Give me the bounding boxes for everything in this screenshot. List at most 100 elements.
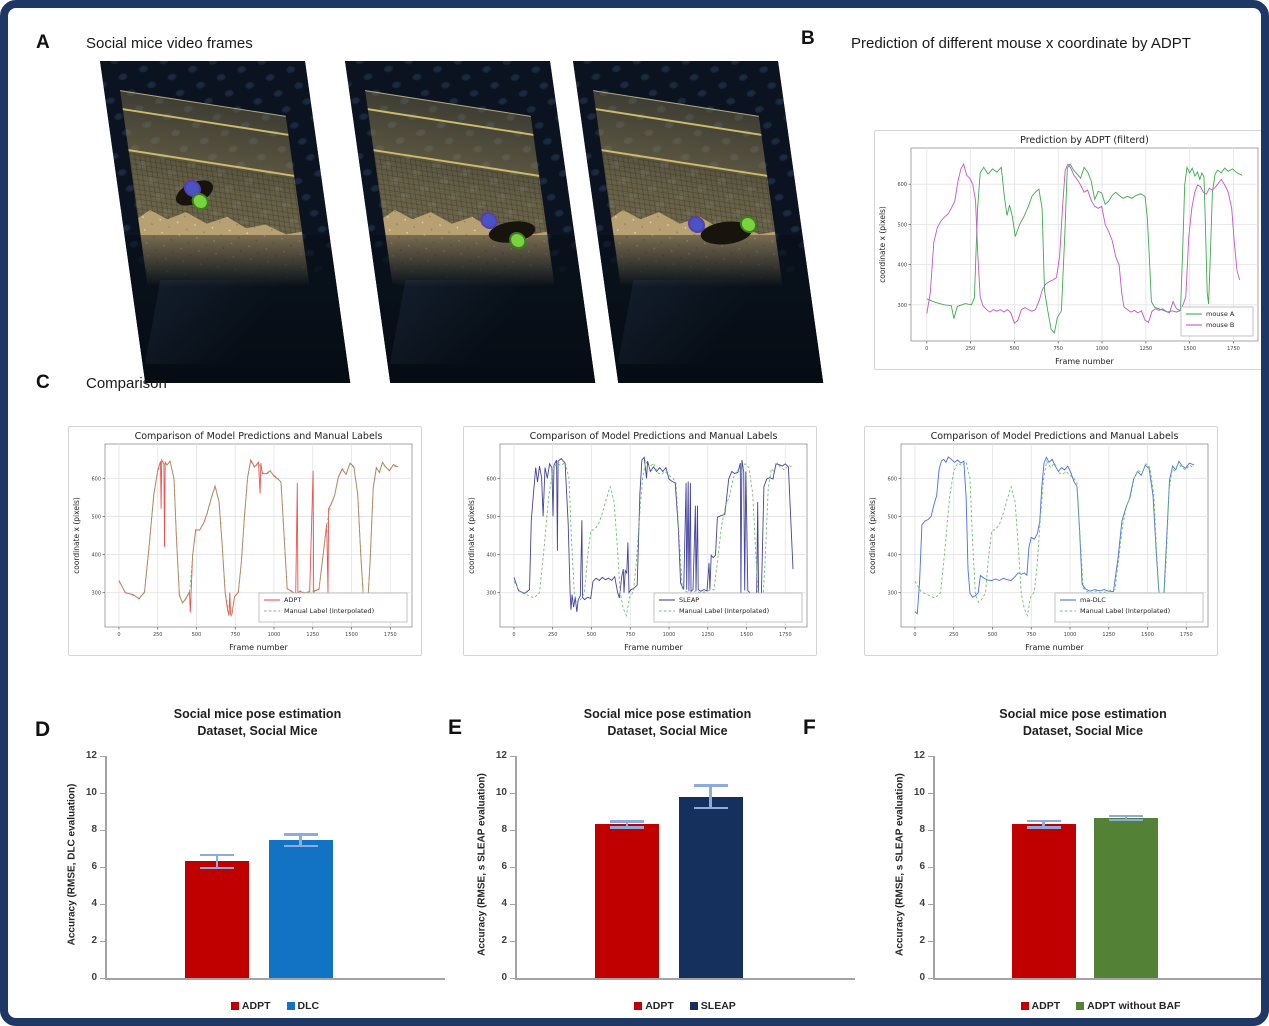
svg-text:250: 250 <box>966 346 976 352</box>
video-frame-3 <box>573 61 824 383</box>
error-bar-cap <box>693 806 728 810</box>
svg-text:600: 600 <box>897 182 907 188</box>
svg-text:0: 0 <box>925 346 928 352</box>
panel-a-label: A <box>36 32 50 53</box>
y-tick-label: 10 <box>913 787 925 798</box>
error-bar <box>709 785 712 809</box>
error-bar <box>216 854 219 868</box>
svg-text:SLEAP: SLEAP <box>679 596 699 604</box>
bar-chart-title: Social mice pose estimation Dataset, Soc… <box>173 707 342 738</box>
svg-text:Frame number: Frame number <box>624 643 683 652</box>
svg-text:1250: 1250 <box>306 632 319 638</box>
bar-sleap <box>678 796 743 978</box>
y-tick-label: 0 <box>501 972 507 983</box>
error-bar-cap <box>200 853 235 857</box>
svg-text:0: 0 <box>117 632 120 638</box>
svg-text:500: 500 <box>587 632 597 638</box>
legend-swatch-icon <box>230 1002 239 1010</box>
y-tick-label: 6 <box>501 861 507 872</box>
error-bar <box>1042 821 1045 828</box>
y-tick-label: 8 <box>919 824 925 835</box>
svg-text:coordinate x (pixels): coordinate x (pixels) <box>868 497 877 574</box>
svg-text:750: 750 <box>1053 346 1063 352</box>
svg-text:750: 750 <box>1026 632 1036 638</box>
svg-text:600: 600 <box>887 476 897 482</box>
svg-text:Manual Label (Interpolated): Manual Label (Interpolated) <box>679 607 769 615</box>
legend-entry: ADPT <box>634 1000 674 1012</box>
svg-text:400: 400 <box>887 553 897 559</box>
svg-text:500: 500 <box>1010 346 1020 352</box>
line-chart-adpt-vs-manual: 0 250 500 750 1000 1250 1500 1750 300 400 500 600 Co… <box>68 426 422 656</box>
panel-c-label: C <box>36 372 50 393</box>
error-bar-cap <box>610 825 645 829</box>
legend-swatch-icon <box>689 1002 698 1010</box>
svg-text:mouse B: mouse B <box>1206 321 1234 329</box>
legend-entry: DLC <box>286 1000 319 1012</box>
error-bar-cap <box>1108 818 1143 822</box>
legend-entry: SLEAP <box>689 1000 736 1012</box>
svg-text:250: 250 <box>548 632 558 638</box>
bar-adpt <box>185 861 250 978</box>
svg-text:1250: 1250 <box>1139 346 1152 352</box>
svg-text:1750: 1750 <box>1180 632 1193 638</box>
svg-text:500: 500 <box>897 222 907 228</box>
svg-text:600: 600 <box>91 476 101 482</box>
y-tick-label: 8 <box>501 824 507 835</box>
panel-e-label: E <box>448 716 463 739</box>
svg-text:ADPT: ADPT <box>284 596 301 604</box>
svg-text:1250: 1250 <box>701 632 714 638</box>
y-tick-label: 2 <box>919 935 925 946</box>
svg-text:Frame number: Frame number <box>1025 643 1084 652</box>
svg-text:1000: 1000 <box>1064 632 1077 638</box>
error-bar-cap <box>610 820 645 823</box>
svg-text:1750: 1750 <box>779 632 792 638</box>
svg-text:Prediction by ADPT (filterd): Prediction by ADPT (filterd) <box>1020 135 1149 146</box>
svg-text:1500: 1500 <box>1183 346 1196 352</box>
svg-text:0: 0 <box>913 632 916 638</box>
error-bar-cap <box>283 844 318 848</box>
svg-text:1000: 1000 <box>268 632 281 638</box>
svg-text:1750: 1750 <box>1227 346 1240 352</box>
legend-entry: ADPT <box>230 1000 271 1012</box>
svg-text:Comparison of Model Prediction: Comparison of Model Predictions and Manu… <box>135 431 383 442</box>
bar-chart-legend: ADPT ADPT without BAF <box>933 1000 1261 1012</box>
svg-text:300: 300 <box>897 303 907 309</box>
y-tick-label: 8 <box>91 824 97 835</box>
svg-text:ma-DLC: ma-DLC <box>1080 596 1106 604</box>
legend-entry: ADPT <box>1020 1000 1060 1012</box>
bar-chart-adpt-vs-adpt-without-baf: Social mice pose estimation Dataset, Soc… <box>888 704 1261 1018</box>
panel-d-label: D <box>35 718 51 741</box>
video-frame-2 <box>345 61 596 383</box>
svg-text:Manual Label (Interpolated): Manual Label (Interpolated) <box>284 607 374 615</box>
y-tick-label: 10 <box>85 787 97 798</box>
y-tick-label: 2 <box>501 935 507 946</box>
y-tick-label: 0 <box>919 972 925 983</box>
error-bar-cap <box>1026 826 1061 830</box>
error-bar <box>626 821 629 828</box>
svg-text:400: 400 <box>91 553 101 559</box>
legend-swatch-icon <box>634 1002 643 1010</box>
panel-a-title: Social mice video frames <box>86 35 253 52</box>
error-bar-cap <box>1026 819 1061 823</box>
error-bar <box>1124 816 1127 820</box>
svg-text:750: 750 <box>625 632 635 638</box>
panel-c-title: Comparison <box>86 375 167 392</box>
panel-f-label: F <box>803 716 816 739</box>
svg-text:500: 500 <box>486 514 496 520</box>
bar-adpt <box>595 824 660 978</box>
svg-text:1000: 1000 <box>663 632 676 638</box>
svg-text:300: 300 <box>91 591 101 597</box>
error-bar <box>299 834 302 847</box>
svg-text:Frame number: Frame number <box>229 643 288 652</box>
video-frame-1 <box>100 61 351 383</box>
bar-chart-legend: ADPT DLC <box>105 1000 445 1012</box>
error-bar-cap <box>200 866 235 870</box>
bar-chart-adpt-vs-dlc: Social mice pose estimation Dataset, Soc… <box>60 704 455 1018</box>
bar-chart-title: Social mice pose estimation Dataset, Soc… <box>583 707 752 738</box>
svg-text:400: 400 <box>897 263 907 269</box>
bar-chart-title: Social mice pose estimation Dataset, Soc… <box>999 707 1167 738</box>
svg-text:500: 500 <box>192 632 202 638</box>
line-chart-madlc-vs-manual: 0 250 500 750 1000 1250 1500 1750 300 400 500 600 Co… <box>864 426 1218 656</box>
bar-adpt <box>1011 824 1076 978</box>
